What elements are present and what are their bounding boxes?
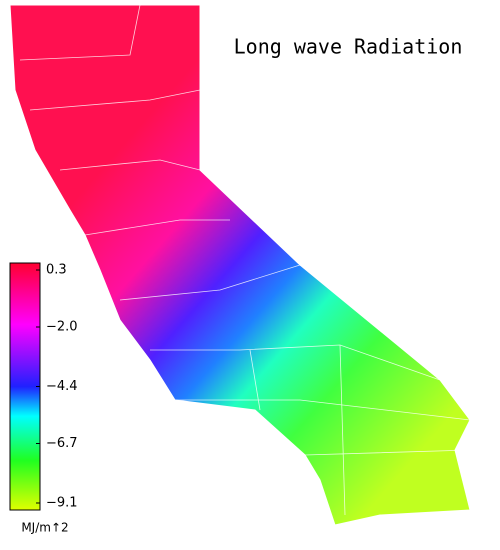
county-lines <box>19 4 471 516</box>
map-title: Long wave Radiation <box>234 35 463 59</box>
colorbar-tick-label: −2.0 <box>46 320 78 335</box>
colorbar-tick-label: −4.4 <box>46 379 78 394</box>
colorbar-tick-label: −9.1 <box>46 496 78 511</box>
colorbar-tick-label: 0.3 <box>46 263 67 278</box>
colorbar-unit: MJ/m↑2 <box>21 521 68 535</box>
colorbar <box>9 262 41 511</box>
colorbar-tick-label: −6.7 <box>46 436 78 451</box>
state-outline <box>9 4 471 526</box>
colorbar-ticks: 0.3 −2.0 −4.4 −6.7 −9.1 <box>36 263 78 511</box>
